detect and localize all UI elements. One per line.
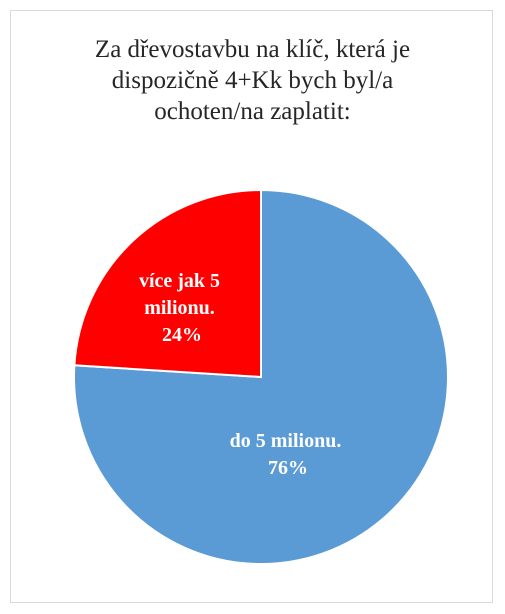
- slice-label-vice-jak-5-milionu-line-3: 24%: [162, 324, 202, 346]
- slice-label-vice-jak-5-milionu-line-2: milionu.: [144, 297, 215, 319]
- slice-label-vice-jak-5-milionu-line-1: více jak 5: [139, 270, 220, 292]
- slice-label-do-5-milionu-line-2: 76%: [268, 457, 308, 479]
- chart-title-line-3: ochoten/na zaplatit:: [154, 98, 351, 125]
- slice-label-do-5-milionu-line-1: do 5 milionu.: [230, 430, 342, 452]
- slice-vice-jak-5-milionu: [73, 188, 262, 379]
- chart-title: Za dřevostavbu na klíč, která je dispozi…: [40, 34, 465, 127]
- slice-label-do-5-milionu: do 5 milionu. 76%: [230, 430, 347, 479]
- slice-label-vice-jak-5-milionu: více jak 5 milionu. 24%: [139, 270, 225, 346]
- chart-title-line-1: Za dřevostavbu na klíč, která je: [94, 36, 411, 63]
- chart-title-line-2: dispozičně 4+Kk bych byl/a: [111, 67, 394, 94]
